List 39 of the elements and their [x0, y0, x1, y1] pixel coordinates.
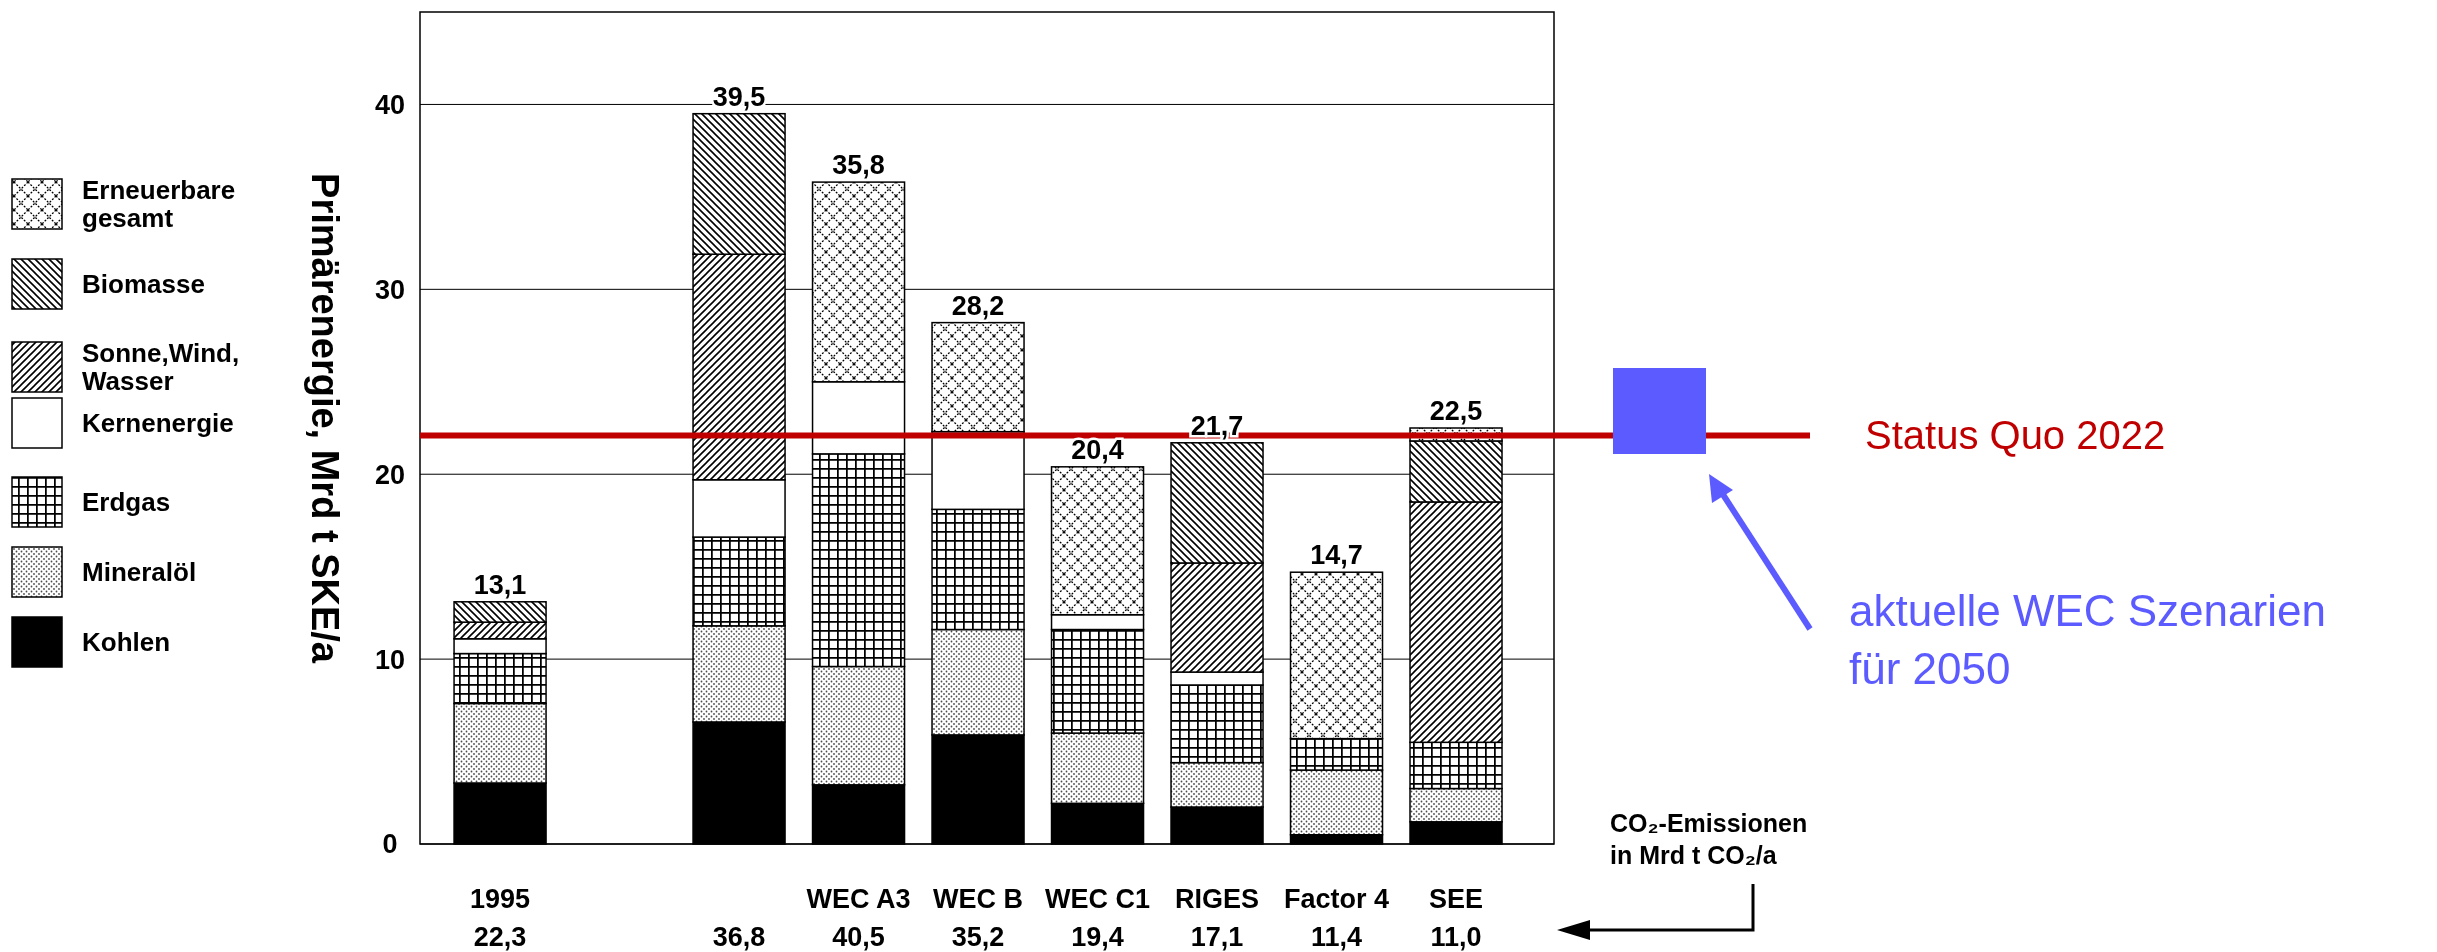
- legend-label: Erdgas: [82, 487, 171, 518]
- text: 22,3: [473, 922, 527, 952]
- text: 40,5: [832, 922, 885, 952]
- text: CO₂-Emissionen in Mrd t CO₂/a: [1610, 809, 1808, 869]
- x-tick-label: 1995: [470, 884, 531, 914]
- y-tick-label: 20: [374, 459, 406, 490]
- text: 36,8: [712, 922, 766, 952]
- text: 11,4: [1310, 922, 1363, 952]
- y-tick-label: 30: [374, 274, 406, 305]
- legend-label: Kohlen: [82, 627, 171, 658]
- ref-line-label: Status Quo 2022: [1865, 413, 2166, 458]
- text: aktuelle WEC Szenarien für 2050: [1849, 586, 2326, 693]
- legend-label: Erneuerbare gesamt: [82, 175, 236, 234]
- total-label: 13,1: [473, 569, 527, 600]
- total-label: 14,7: [1310, 540, 1363, 571]
- y-tick-label: 0: [382, 829, 398, 860]
- bar: [931, 321, 1025, 433]
- x-tick-label: WEC B: [933, 884, 1024, 914]
- total-label: 20,4: [1071, 434, 1124, 465]
- x-tick-label: WEC A3: [806, 884, 911, 914]
- total-label: 28,2: [951, 290, 1005, 321]
- legend-label: Biomasse: [82, 269, 205, 300]
- text: 19,4: [1071, 922, 1124, 952]
- total-label: 39,5: [712, 81, 766, 112]
- legend-label: Mineralöl: [82, 557, 197, 588]
- text: 11,0: [1430, 922, 1482, 952]
- text: 17,1: [1190, 922, 1244, 952]
- x-tick-label: WEC C1: [1045, 884, 1151, 914]
- text: 35,2: [951, 922, 1005, 952]
- total-label: 22,5: [1429, 396, 1483, 426]
- x-tick-label: SEE: [1429, 884, 1484, 914]
- y-tick-label: 10: [374, 644, 406, 675]
- y-tick-label: 40: [374, 89, 406, 120]
- legend-label: Kernenergie: [82, 408, 234, 439]
- x-tick-label: Factor 4: [1284, 884, 1390, 914]
- y-axis-title: Primärenergie, Mrd t SKE/a: [304, 173, 346, 664]
- legend-label: Sonne,Wind, Wasser: [82, 338, 240, 397]
- x-tick-label: RIGES: [1175, 884, 1260, 914]
- total-label: 35,8: [832, 150, 885, 181]
